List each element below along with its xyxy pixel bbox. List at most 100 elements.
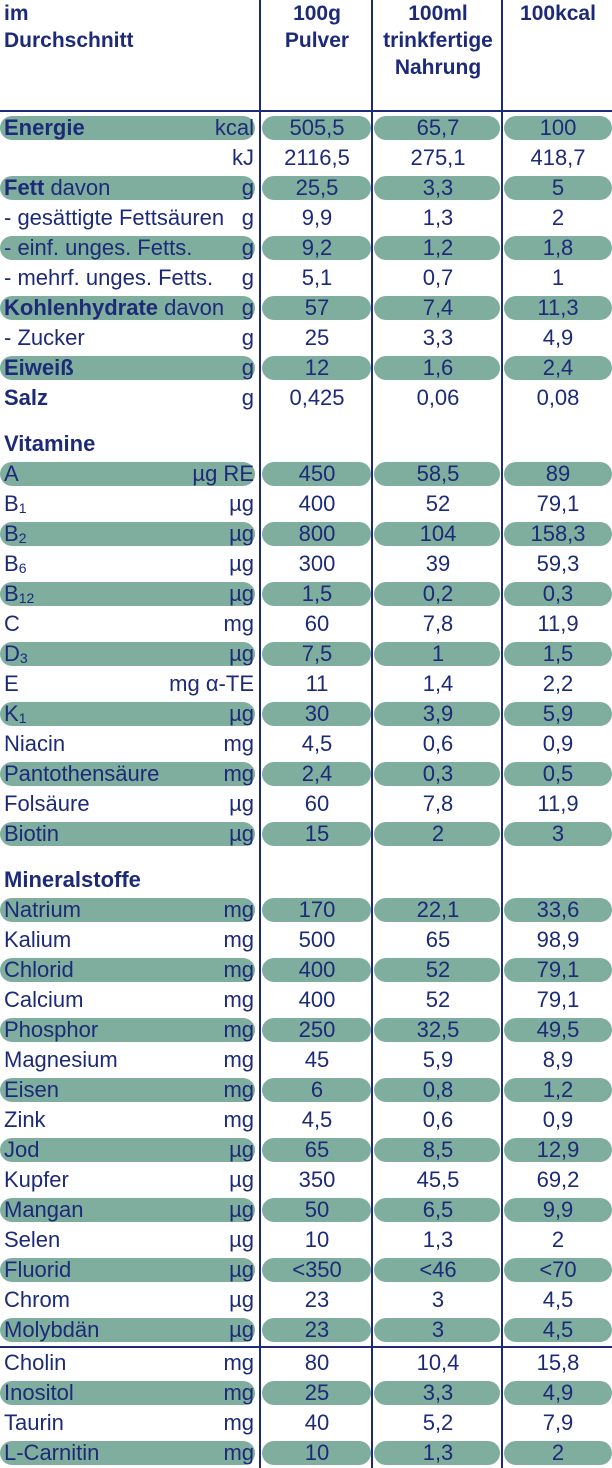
row-band [504, 642, 612, 666]
row-band [0, 762, 255, 786]
row-band [0, 958, 255, 982]
table-row: Calcium mg 400 52 79,1 [0, 985, 612, 1015]
row-band [262, 296, 371, 320]
value-100ml: 1,4 [422, 671, 454, 696]
value-100g: 60 [304, 611, 330, 636]
header-line: trinkfertige [383, 29, 493, 52]
row-label-text: Jod [4, 1137, 40, 1162]
table-row: L-Carnitin mg 10 1,3 2 [0, 1438, 612, 1468]
row-unit: mg [223, 1017, 254, 1042]
value-100g: 250 [298, 1017, 336, 1042]
value-100kcal: 69,2 [536, 1167, 580, 1192]
table-row: Cholin mg 80 10,4 15,8 [0, 1348, 612, 1378]
value-100ml: 1 [431, 641, 445, 666]
row-label: E [4, 669, 19, 699]
value-100ml: 6,5 [422, 1197, 454, 1222]
row-label-bold: Salz [4, 385, 49, 410]
row-band [262, 356, 371, 380]
row-label-text: Niacin [4, 731, 66, 756]
value-100kcal: 0,9 [542, 1107, 574, 1132]
value-100kcal: 11,9 [537, 791, 579, 816]
row-band [504, 1018, 612, 1042]
row-label-text: Cholin [4, 1350, 67, 1375]
row-band [0, 356, 255, 380]
row-band [0, 176, 255, 200]
value-100g: 450 [298, 461, 336, 486]
value-100kcal: 9,9 [542, 1197, 574, 1222]
table-row: Zink mg 4,5 0,6 0,9 [0, 1105, 612, 1135]
row-label-text: Folsäure [4, 791, 90, 816]
row-band [374, 1018, 500, 1042]
header-line: Durchschnitt [4, 29, 134, 52]
value-100g: 0,425 [289, 385, 345, 410]
row-label: Natrium [4, 895, 81, 925]
header-col-100ml: 100ml trinkfertige Nahrung [374, 0, 502, 81]
row-band [374, 1198, 500, 1222]
row-label: Calcium [4, 985, 83, 1015]
value-100kcal: 79,1 [536, 987, 580, 1012]
row-unit: mg [223, 1440, 254, 1465]
row-unit: µg [229, 1317, 254, 1342]
row-band [0, 822, 255, 846]
value-100ml: <46 [419, 1257, 457, 1282]
row-band [504, 116, 612, 140]
value-100ml: 8,5 [422, 1137, 454, 1162]
row-label-text: Calcium [4, 987, 84, 1012]
row-label: D3 [4, 639, 28, 669]
value-100kcal: <70 [539, 1257, 577, 1282]
row-unit: kJ [232, 145, 254, 170]
table-row: Jod µg 65 8,5 12,9 [0, 1135, 612, 1165]
value-100g: 15 [304, 821, 330, 846]
header-divider [0, 110, 612, 112]
table-row: Kalium mg 500 65 98,9 [0, 925, 612, 955]
value-100ml: 0,8 [422, 1077, 454, 1102]
value-100g: 505,5 [289, 115, 345, 140]
value-100kcal: 8,9 [542, 1047, 574, 1072]
row-label: Kalium [4, 925, 71, 955]
value-100g: 1,5 [301, 581, 333, 606]
row-band [374, 762, 500, 786]
value-100ml: 45,5 [416, 1167, 460, 1192]
value-100g: 23 [304, 1317, 330, 1342]
value-100kcal: 1,5 [542, 641, 574, 666]
column-divider [501, 0, 503, 1468]
row-band [504, 958, 612, 982]
row-unit: µg [229, 1167, 254, 1192]
value-100g: 65 [304, 1137, 330, 1162]
row-label-text: L-Carnitin [4, 1440, 100, 1465]
row-label-text: Magnesium [4, 1047, 118, 1072]
row-label: Salz [4, 383, 48, 413]
row-unit: mg [223, 1380, 254, 1405]
table-row: Chlorid mg 400 52 79,1 [0, 955, 612, 985]
section-title: Vitamine [4, 431, 96, 456]
row-unit: mg [223, 1107, 254, 1132]
row-unit: mg [223, 611, 254, 636]
row-label: B6 [4, 549, 26, 579]
value-100kcal: 4,5 [542, 1287, 574, 1312]
row-unit: g [241, 175, 254, 200]
row-band [262, 236, 371, 260]
value-100g: 45 [304, 1047, 330, 1072]
value-100kcal: 11,3 [537, 295, 579, 320]
table-row: Kohlenhydrate davon g 57 7,4 11,3 [0, 293, 612, 323]
row-label: Eiweiß [4, 353, 74, 383]
row-band [374, 176, 500, 200]
value-100ml: 0,6 [422, 1107, 454, 1132]
row-band [504, 176, 612, 200]
row-band [374, 1078, 500, 1102]
row-label-text: Selen [4, 1227, 61, 1252]
row-label-subscript: 6 [18, 560, 27, 576]
row-unit: µg [229, 551, 254, 576]
row-unit: µg [229, 701, 254, 726]
row-band [262, 1381, 371, 1405]
row-label: Kupfer [4, 1165, 69, 1195]
row-label: - Zucker [4, 323, 85, 353]
row-label: Selen [4, 1225, 60, 1255]
row-band [262, 1441, 371, 1465]
value-100kcal: 1 [551, 265, 565, 290]
value-100kcal: 418,7 [530, 145, 586, 170]
row-label-text: davon [44, 175, 111, 200]
row-label-bold: Kohlenhydrate [4, 295, 159, 320]
